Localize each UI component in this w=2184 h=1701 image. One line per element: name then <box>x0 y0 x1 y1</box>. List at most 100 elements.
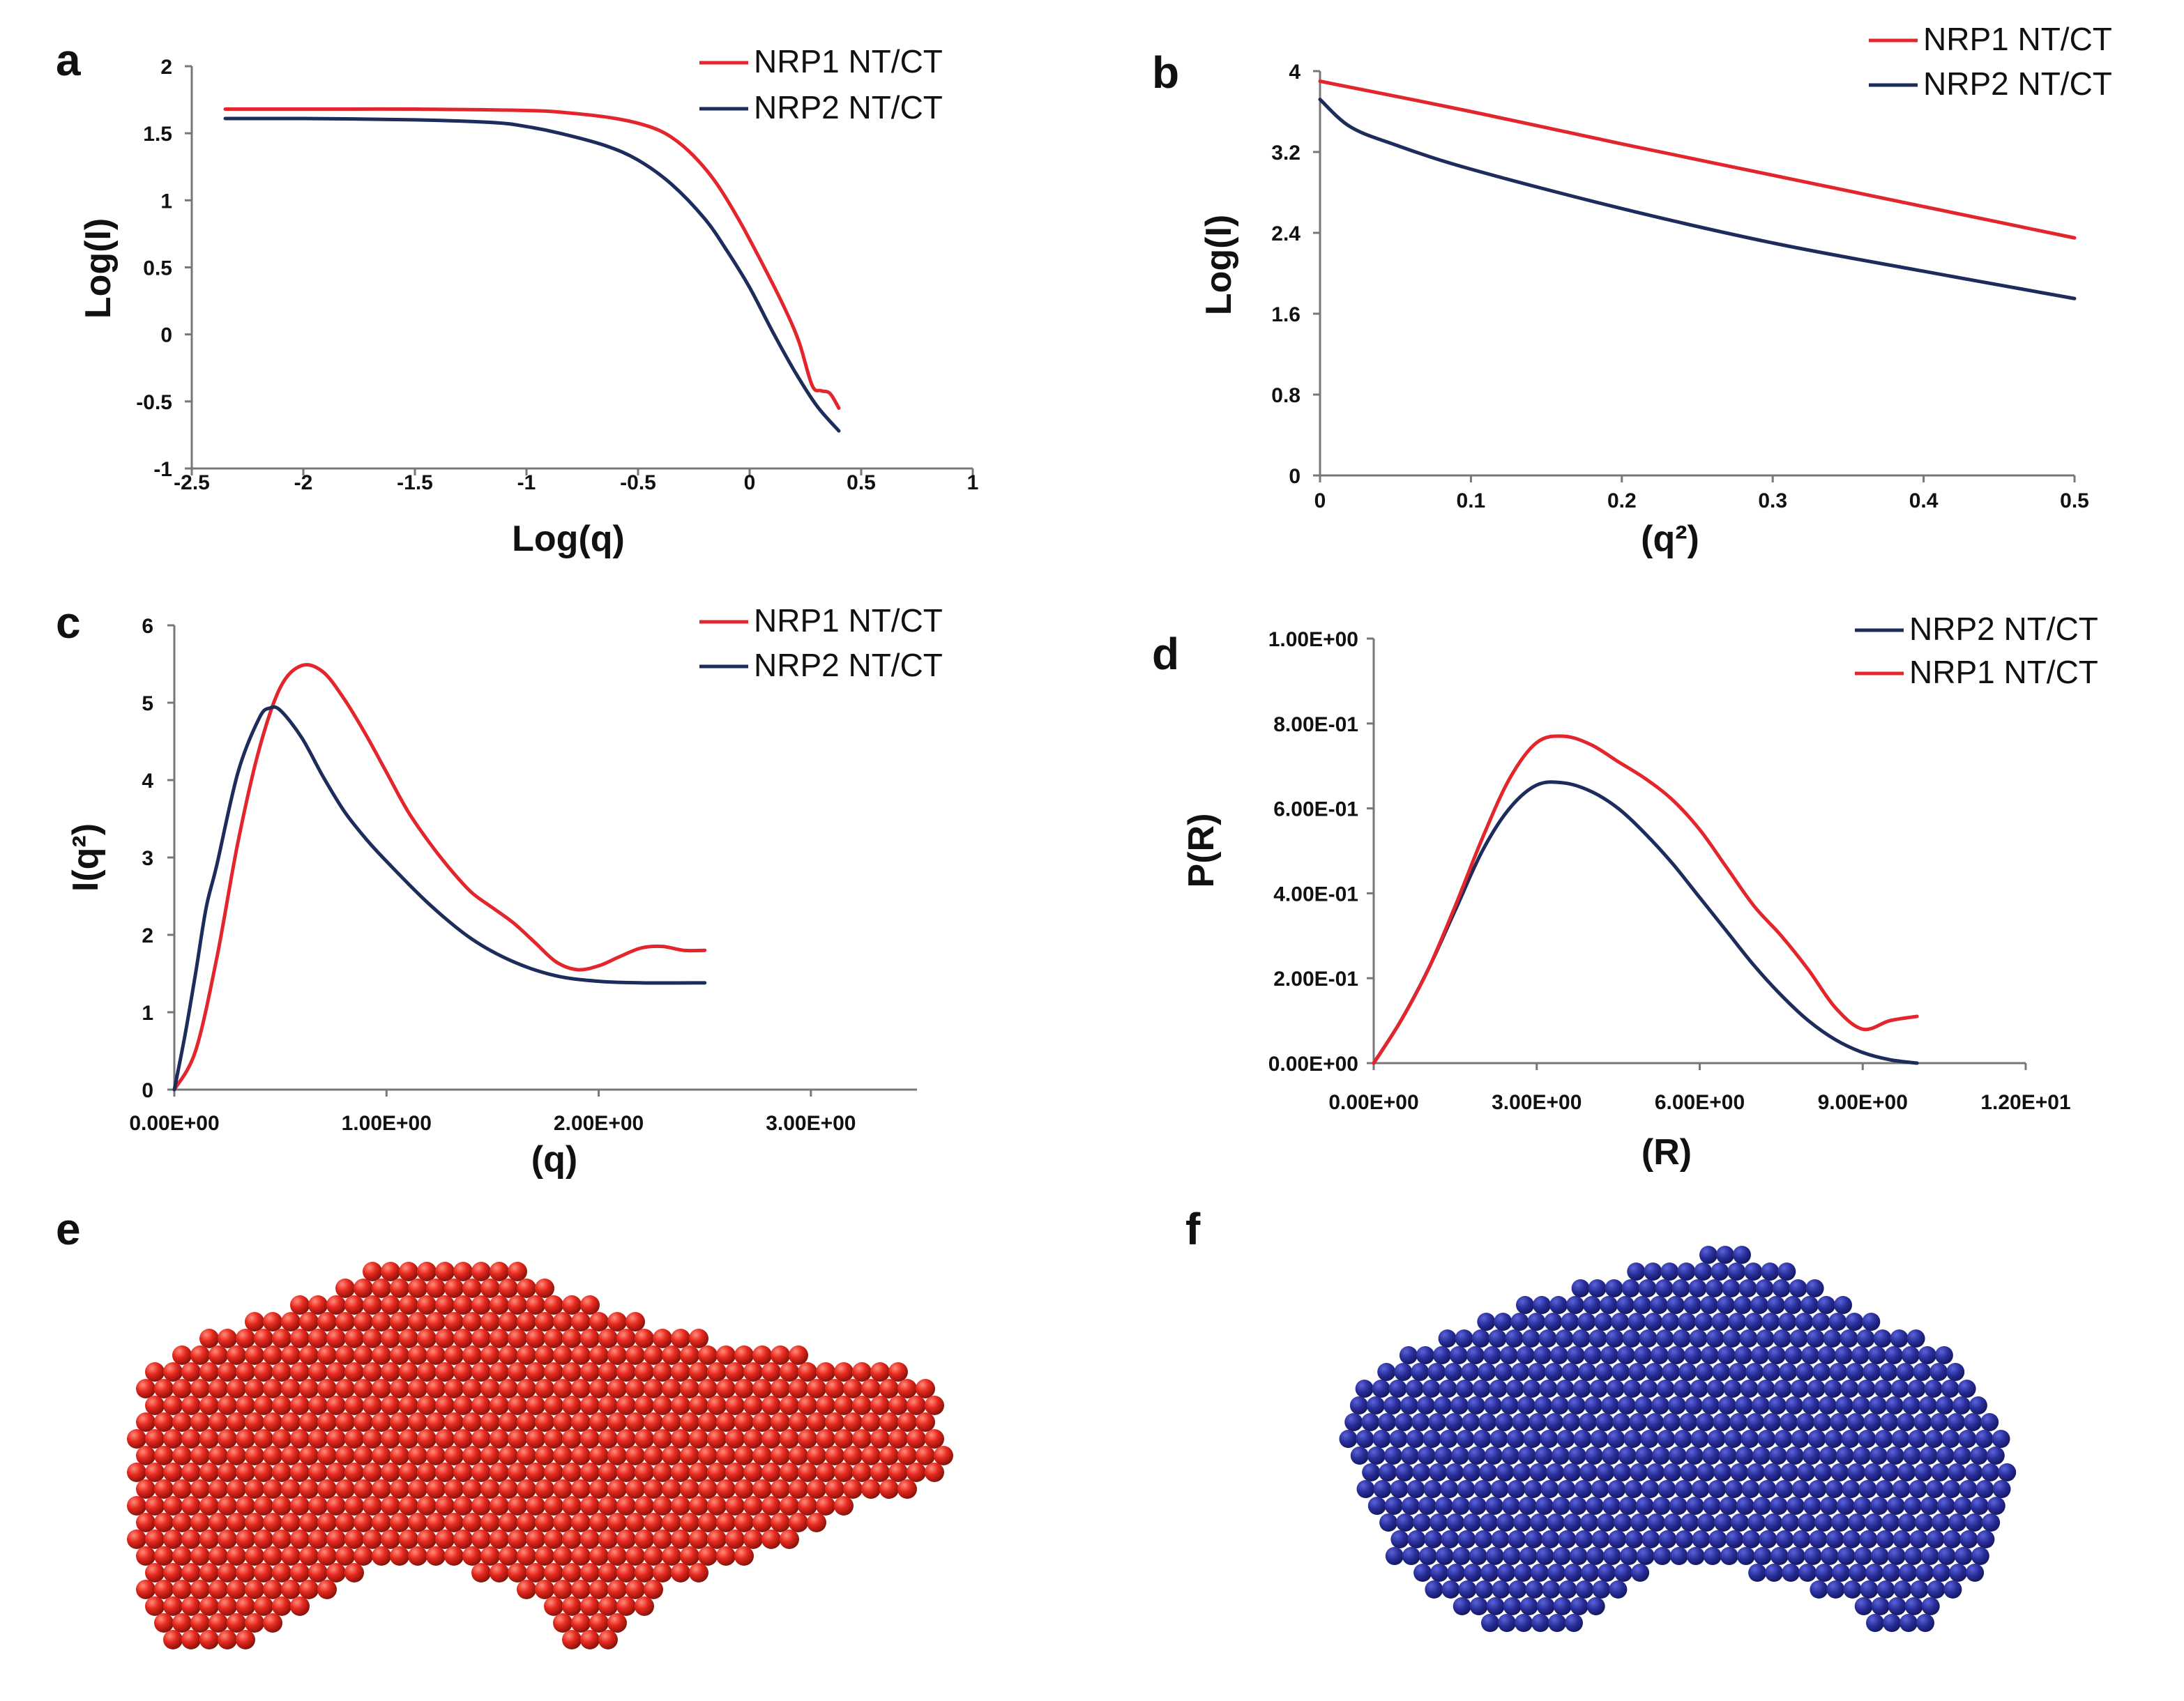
red-bead <box>453 1429 473 1449</box>
series-line-nrp1-nt-ct <box>172 662 707 1092</box>
x-tick-label: -1.5 <box>397 471 433 494</box>
red-bead <box>879 1412 899 1432</box>
blue-bead <box>1512 1413 1531 1431</box>
red-bead <box>462 1279 482 1298</box>
blue-bead <box>1690 1380 1708 1398</box>
red-bead <box>208 1412 228 1432</box>
blue-bead <box>1383 1447 1402 1465</box>
chart-d: 0.00E+00 3.00E+00 6.00E+00 9.00E+00 1.20E+01… <box>1181 611 2098 1173</box>
red-bead <box>317 1546 337 1566</box>
red-bead <box>254 1530 273 1549</box>
red-bead <box>816 1396 835 1415</box>
blue-bead <box>1464 1564 1482 1582</box>
blue-bead <box>1585 1497 1604 1515</box>
blue-bead <box>1992 1480 2011 1498</box>
red-bead <box>299 1312 319 1332</box>
red-bead <box>199 1362 219 1382</box>
blue-bead <box>1763 1413 1782 1431</box>
y-tick-label: 4 <box>1289 61 1300 84</box>
blue-bead <box>1724 1480 1743 1498</box>
legend-label: NRP2 NT/CT <box>754 89 943 125</box>
red-bead <box>281 1479 301 1499</box>
blue-bead <box>1356 1480 1375 1498</box>
red-bead <box>698 1479 718 1499</box>
blue-bead <box>1757 1380 1775 1398</box>
blue-bead <box>1853 1497 1872 1515</box>
blue-bead <box>1881 1513 1900 1532</box>
blue-bead <box>1430 1513 1448 1532</box>
blue-bead <box>1563 1463 1582 1481</box>
blue-bead <box>1734 1396 1753 1414</box>
blue-bead <box>1712 1363 1731 1381</box>
x-axis-title: (R) <box>1641 1132 1692 1173</box>
blue-bead <box>1722 1329 1741 1348</box>
red-bead <box>553 1312 572 1332</box>
blue-bead <box>1530 1513 1549 1532</box>
red-bead <box>490 1362 509 1382</box>
red-bead <box>625 1546 645 1566</box>
blue-bead <box>1497 1564 1516 1582</box>
red-bead <box>172 1379 192 1398</box>
blue-bead <box>1756 1329 1775 1348</box>
red-bead <box>480 1446 500 1465</box>
blue-bead <box>1463 1513 1482 1532</box>
blue-bead <box>1717 1296 1735 1314</box>
blue-bead <box>1564 1564 1583 1582</box>
y-tick-label: 0 <box>160 324 172 347</box>
blue-bead <box>1936 1497 1955 1515</box>
red-bead <box>825 1446 844 1465</box>
blue-bead <box>1471 1329 1490 1348</box>
red-bead <box>562 1463 582 1482</box>
blue-bead <box>1918 1346 1936 1364</box>
blue-bead <box>1932 1564 1951 1582</box>
blue-bead <box>1527 1313 1546 1331</box>
red-bead <box>680 1379 699 1398</box>
red-bead <box>435 1396 455 1415</box>
red-bead <box>199 1596 219 1616</box>
red-bead <box>698 1513 718 1532</box>
x-tick-label: 0.5 <box>847 471 876 494</box>
red-bead <box>807 1412 826 1432</box>
red-bead <box>363 1396 382 1415</box>
red-bead <box>381 1262 400 1281</box>
red-bead <box>435 1429 455 1449</box>
blue-bead <box>1646 1413 1664 1431</box>
blue-bead <box>1552 1547 1571 1565</box>
y-tick-label: -0.5 <box>136 391 172 414</box>
red-bead <box>444 1513 464 1532</box>
blue-bead <box>1607 1480 1626 1498</box>
blue-bead <box>1823 1329 1842 1348</box>
red-bead <box>199 1496 219 1516</box>
blue-bead <box>1931 1463 1950 1481</box>
red-bead <box>879 1479 899 1499</box>
red-bead <box>771 1412 790 1432</box>
red-bead <box>263 1446 282 1465</box>
red-bead <box>662 1446 681 1465</box>
blue-bead <box>1736 1547 1755 1565</box>
blue-bead <box>1581 1564 1600 1582</box>
blue-bead <box>1729 1413 1748 1431</box>
red-bead <box>471 1362 491 1382</box>
blue-bead <box>1416 1396 1435 1414</box>
blue-bead <box>1355 1380 1374 1398</box>
blue-bead <box>1455 1380 1474 1398</box>
red-bead <box>227 1412 246 1432</box>
blue-bead <box>1590 1430 1609 1448</box>
red-bead <box>344 1429 364 1449</box>
red-bead <box>589 1479 609 1499</box>
blue-bead <box>1858 1430 1876 1448</box>
blue-bead <box>1445 1413 1464 1431</box>
red-bead <box>852 1463 872 1482</box>
red-bead <box>508 1496 527 1516</box>
blue-bead <box>1976 1480 1994 1498</box>
red-bead <box>499 1312 518 1332</box>
red-bead <box>807 1379 826 1398</box>
blue-bead <box>1356 1430 1374 1448</box>
red-bead <box>471 1563 491 1582</box>
blue-bead <box>1764 1463 1782 1481</box>
blue-bead <box>1875 1480 1894 1498</box>
red-bead <box>263 1580 282 1599</box>
blue-bead <box>1798 1564 1817 1582</box>
red-bead <box>671 1496 690 1516</box>
red-bead <box>208 1379 228 1398</box>
